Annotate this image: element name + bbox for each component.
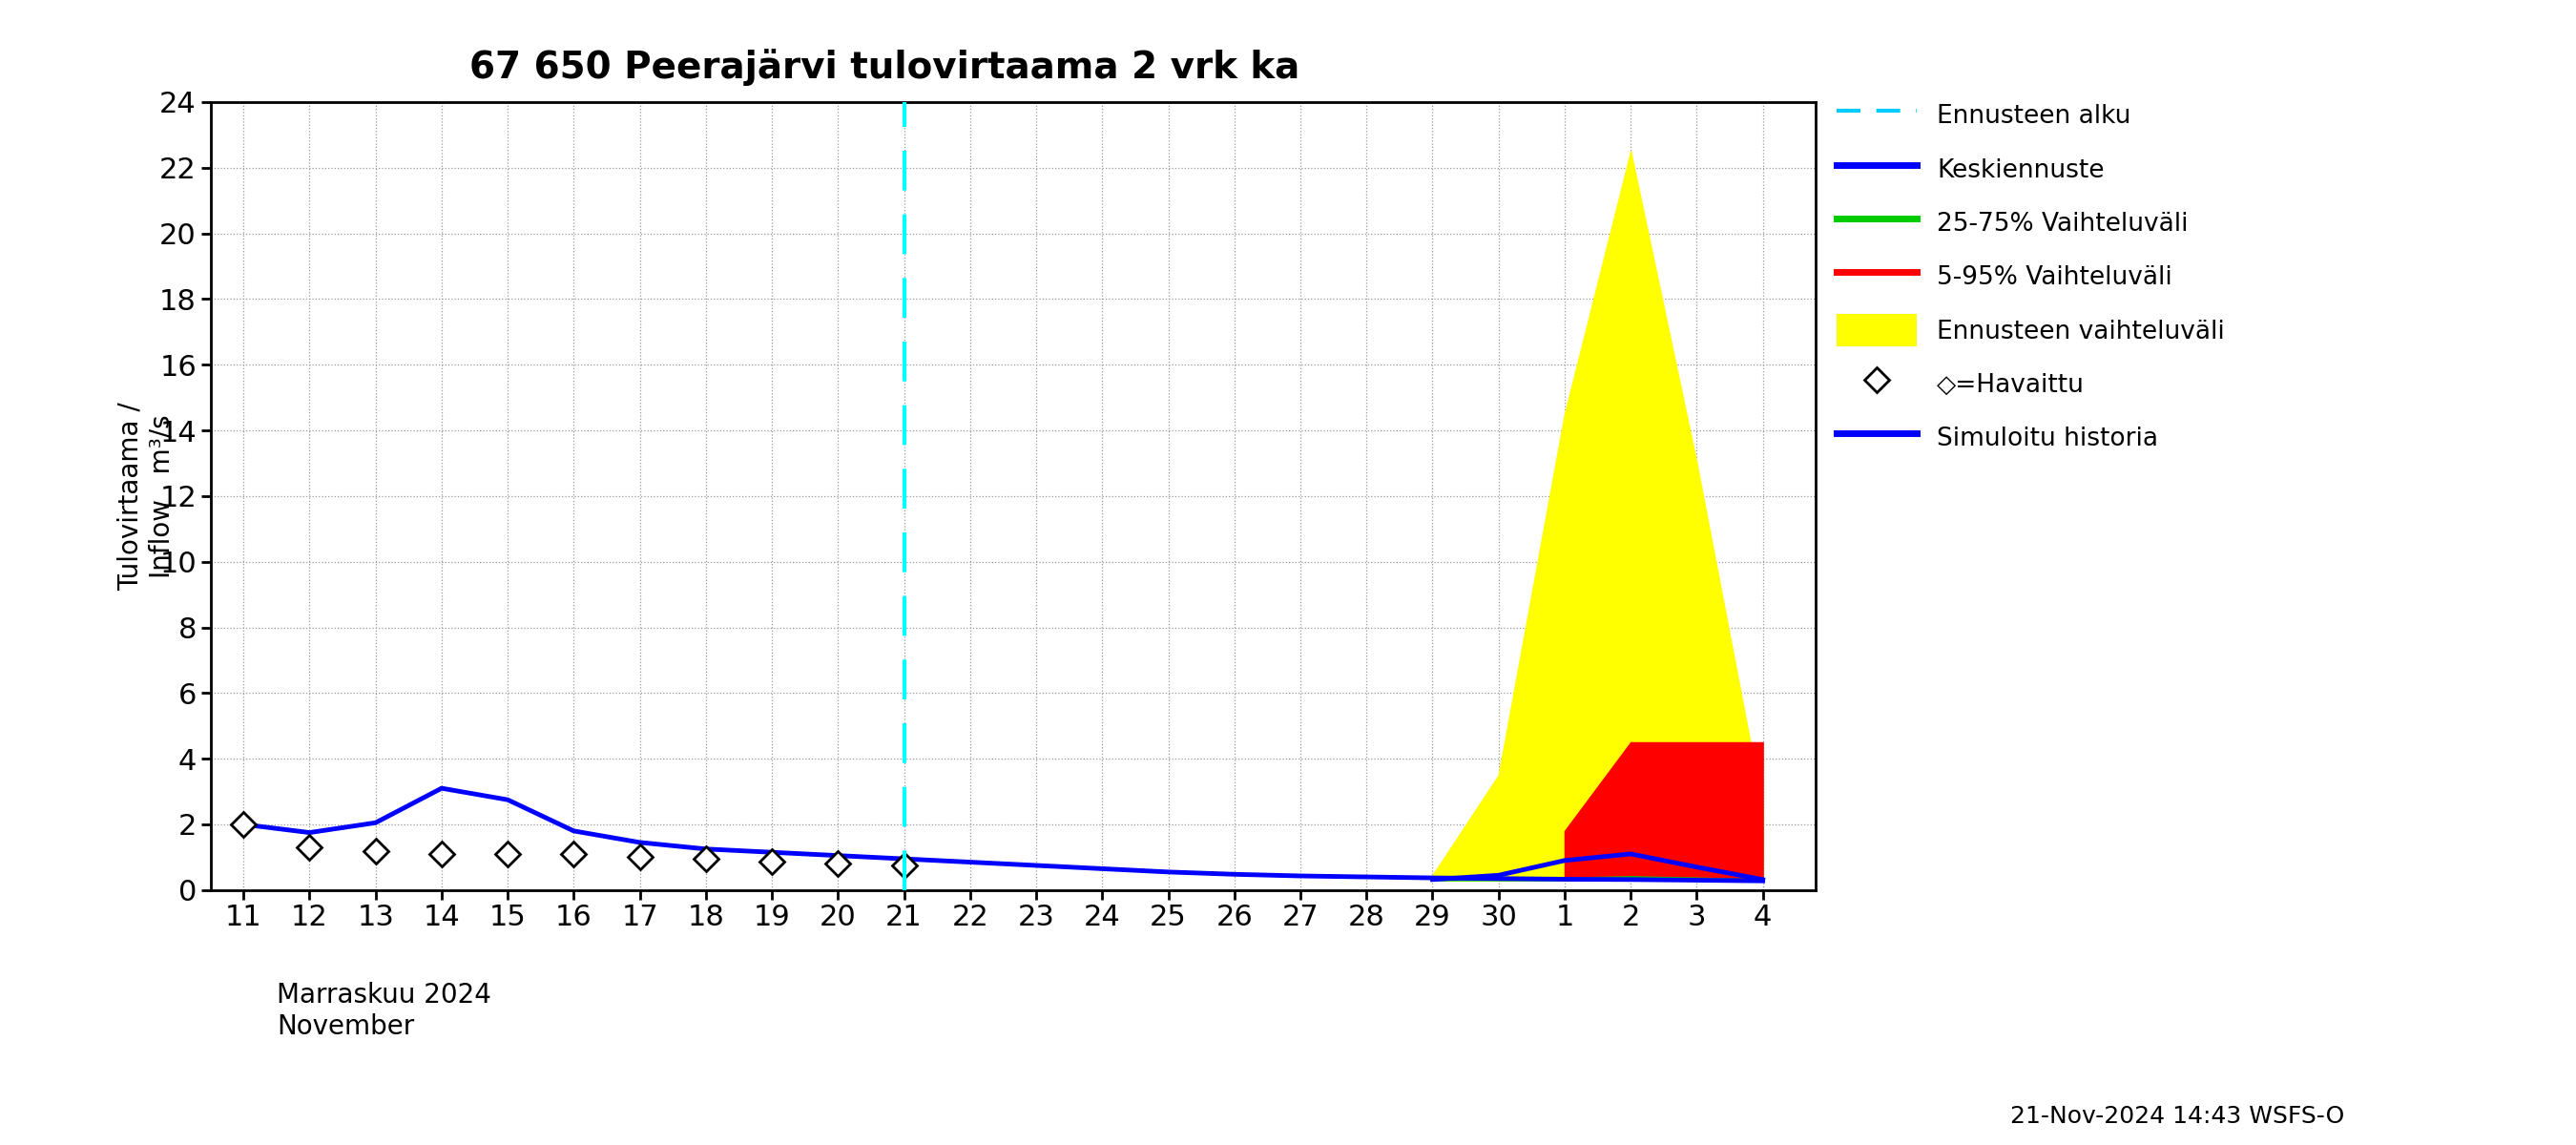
Legend: Ennusteen alku, Keskiennuste, 25-75% Vaihteluväli, 5-95% Vaihteluväli, Ennusteen: Ennusteen alku, Keskiennuste, 25-75% Vai… xyxy=(1837,98,2226,453)
Text: Marraskuu 2024
November: Marraskuu 2024 November xyxy=(276,982,492,1040)
Title: 67 650 Peerajärvi tulovirtaama 2 vrk ka: 67 650 Peerajärvi tulovirtaama 2 vrk ka xyxy=(469,48,1301,86)
Text: 21-Nov-2024 14:43 WSFS-O: 21-Nov-2024 14:43 WSFS-O xyxy=(2009,1105,2344,1128)
Y-axis label: Tulovirtaama /
Inflow   m³/s: Tulovirtaama / Inflow m³/s xyxy=(118,402,175,591)
